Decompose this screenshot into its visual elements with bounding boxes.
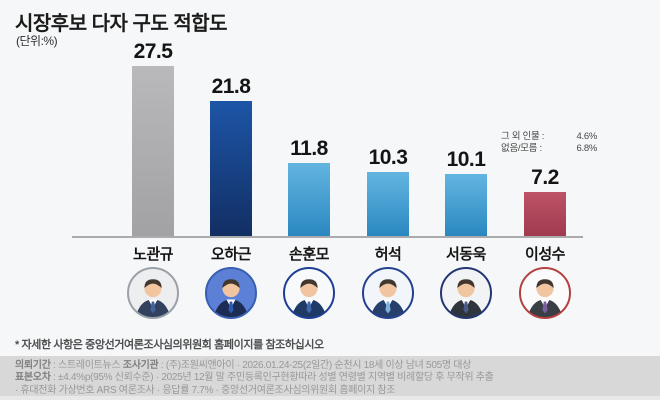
bar-value-label: 27.5 bbox=[133, 40, 173, 63]
candidate-name: 오하근 bbox=[211, 246, 251, 263]
footer-label: 조사기관 bbox=[122, 360, 159, 371]
candidate-photo bbox=[361, 266, 415, 320]
axis-baseline bbox=[72, 236, 583, 238]
annotation-value: 4.6% bbox=[576, 131, 598, 142]
bar-value-label: 10.3 bbox=[368, 146, 408, 169]
survey-footer: 의뢰기간 : 스트레이트뉴스 조사기관 : (주)조원씨앤아이 · 2026.0… bbox=[0, 356, 660, 400]
annotation-value: 6.8% bbox=[576, 143, 598, 154]
candidate-name: 손훈모 bbox=[289, 246, 329, 263]
footer-line: 의뢰기간 : 스트레이트뉴스 조사기관 : (주)조원씨앤아이 · 2026.0… bbox=[15, 360, 660, 372]
candidate-photo bbox=[518, 266, 572, 320]
footnote: * 자세한 사항은 중앙선거여론조사심의위원회 홈페이지를 참조하십시오 bbox=[15, 339, 324, 351]
footer-text: : (주)조원씨앤아이 · 2026.01.24-25(2일간) 순천시 18세… bbox=[158, 360, 472, 371]
bar-value-label: 11.8 bbox=[290, 137, 328, 160]
page-title: 시장후보 다자 구도 적합도 bbox=[15, 13, 228, 35]
annotation-label: 그 외 인물 : bbox=[501, 131, 545, 142]
bar-손훈모 bbox=[288, 163, 330, 236]
bar-노관규 bbox=[132, 66, 174, 236]
bar-이성수 bbox=[524, 192, 566, 236]
candidate-name: 노관규 bbox=[133, 246, 173, 263]
footer-text: : 스트레이트뉴스 bbox=[50, 360, 123, 371]
candidate-name: 이성수 bbox=[525, 246, 565, 263]
footer-label: 표본오차 bbox=[15, 372, 51, 384]
annotation-label: 없음/모름 : bbox=[501, 143, 542, 154]
others-annotation: 그 외 인물 : 4.6% 없음/모름 : 6.8% bbox=[501, 131, 597, 155]
footer-text: : ±4.4%p(95% 신뢰수준) · 2025년 12월 말 주민등록인구현… bbox=[50, 372, 494, 384]
bar-chart: 그 외 인물 :4.6% 없음/모름 :6.8% 27.5 노관규 21.8 오하근 … bbox=[72, 40, 597, 320]
annotation-row: 그 외 인물 : 4.6% bbox=[501, 131, 597, 143]
annotation-row: 없음/모름 : 6.8% bbox=[501, 143, 597, 155]
candidate-name: 허석 bbox=[374, 246, 402, 263]
candidate-photo bbox=[204, 266, 258, 320]
footer-line: · 휴대전화 가상번호 ARS 여론조사 · 응답률 7.7% · 중앙선거여론… bbox=[15, 385, 660, 397]
candidate-name: 서동욱 bbox=[446, 246, 486, 263]
bar-허석 bbox=[367, 172, 409, 236]
candidate-photo bbox=[126, 266, 180, 320]
bar-value-label: 21.8 bbox=[211, 75, 251, 98]
footer-text: · 휴대전화 가상번호 ARS 여론조사 · 응답률 7.7% · 중앙선거여론… bbox=[15, 384, 396, 396]
footer-bottom-strip bbox=[0, 396, 660, 400]
footer-line: 표본오차 : ±4.4%p(95% 신뢰수준) · 2025년 12월 말 주민… bbox=[15, 372, 660, 384]
bar-value-label: 7.2 bbox=[531, 166, 559, 189]
unit-label: (단위:%) bbox=[16, 34, 58, 48]
candidate-photo bbox=[439, 266, 493, 320]
bar-오하근 bbox=[210, 101, 252, 236]
candidate-photo bbox=[282, 266, 336, 320]
bar-서동욱 bbox=[445, 174, 487, 236]
footer-label: 의뢰기간 bbox=[15, 360, 51, 371]
bar-value-label: 10.1 bbox=[446, 148, 486, 171]
